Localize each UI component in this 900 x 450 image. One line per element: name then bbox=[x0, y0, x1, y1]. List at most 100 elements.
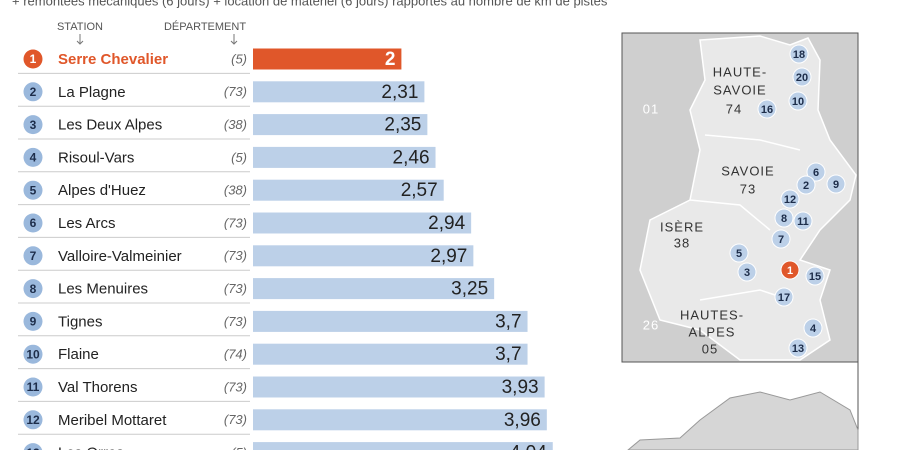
map-marker bbox=[803, 318, 823, 338]
map-marker-label: 20 bbox=[796, 72, 808, 84]
rank-badge bbox=[23, 49, 43, 69]
value-label: 2,46 bbox=[393, 147, 430, 168]
bar bbox=[253, 442, 553, 450]
map-marker-label: 15 bbox=[809, 271, 821, 283]
map-marker bbox=[788, 91, 808, 111]
map-marker bbox=[729, 243, 749, 263]
map-label: SAVOIE bbox=[721, 163, 774, 178]
bar bbox=[253, 278, 495, 300]
map-marker-label: 7 bbox=[778, 234, 784, 246]
value-label: 2,35 bbox=[384, 115, 421, 136]
map-marker-label: 4 bbox=[810, 323, 817, 335]
map: HAUTE-SAVOIE74SAVOIE73ISÈRE38HAUTES-ALPE… bbox=[621, 32, 859, 363]
department: (73) bbox=[224, 314, 247, 329]
rank: 1 bbox=[30, 52, 37, 66]
station-name: Val Thorens bbox=[58, 379, 138, 396]
department: (38) bbox=[224, 117, 247, 132]
map-marker bbox=[793, 211, 813, 231]
header-arrows bbox=[76, 34, 238, 45]
map-label: 01 bbox=[643, 101, 659, 116]
rank: 13 bbox=[26, 446, 40, 450]
department: (73) bbox=[224, 412, 247, 427]
rank: 9 bbox=[30, 315, 37, 329]
map-marker-label: 3 bbox=[744, 267, 750, 279]
bar bbox=[253, 146, 436, 168]
rank-badge bbox=[23, 82, 43, 102]
value-label: 3,96 bbox=[504, 410, 541, 431]
station-name: Les Menuires bbox=[58, 281, 148, 298]
map-marker bbox=[774, 208, 794, 228]
station-name: Les Orres bbox=[58, 445, 124, 450]
rank: 11 bbox=[27, 380, 40, 394]
station-name: La Plagne bbox=[58, 84, 126, 101]
rank: 12 bbox=[26, 413, 40, 427]
map-label: 05 bbox=[702, 341, 718, 356]
bar bbox=[253, 310, 528, 332]
map-marker bbox=[737, 262, 757, 282]
station-name: Serre Chevalier bbox=[58, 51, 168, 68]
map-marker bbox=[780, 260, 800, 280]
station-name: Les Arcs bbox=[58, 215, 116, 232]
station-name: Valloire-Valmeinier bbox=[58, 248, 182, 265]
rank: 7 bbox=[30, 249, 37, 263]
map-marker bbox=[780, 189, 800, 209]
france-outline bbox=[627, 391, 859, 450]
map-label: 38 bbox=[674, 235, 690, 250]
map-marker-label: 12 bbox=[784, 194, 796, 206]
station-name: Tignes bbox=[58, 313, 102, 330]
rank-badge bbox=[23, 180, 43, 200]
department: (73) bbox=[224, 215, 247, 230]
map-marker bbox=[826, 174, 846, 194]
station-header: STATION bbox=[57, 21, 103, 33]
map-marker bbox=[805, 266, 825, 286]
map-marker bbox=[796, 175, 816, 195]
map-label: 26 bbox=[643, 317, 659, 332]
department: (73) bbox=[224, 248, 247, 263]
station-name: Risoul-Vars bbox=[58, 149, 134, 166]
bar bbox=[253, 245, 474, 267]
map-marker-label: 9 bbox=[833, 179, 839, 191]
department: (5) bbox=[231, 445, 247, 450]
bar bbox=[253, 81, 425, 103]
map-marker-label: 10 bbox=[792, 96, 804, 108]
value-label: 2 bbox=[385, 49, 396, 70]
rank-badge bbox=[23, 311, 43, 331]
map-label: ISÈRE bbox=[660, 219, 704, 234]
bar bbox=[253, 343, 528, 365]
map-marker-label: 11 bbox=[797, 216, 809, 228]
department: (73) bbox=[224, 281, 247, 296]
map-label: ALPES bbox=[689, 324, 736, 339]
map-marker bbox=[789, 44, 809, 64]
department: (5) bbox=[231, 51, 247, 66]
rank-badge bbox=[23, 410, 43, 430]
map-label: HAUTES- bbox=[680, 307, 744, 322]
map-marker-label: 18 bbox=[793, 49, 805, 61]
station-name: Les Deux Alpes bbox=[58, 117, 162, 134]
value-label: 3,93 bbox=[502, 377, 539, 398]
map-label: 74 bbox=[726, 101, 742, 116]
rank-badge bbox=[23, 443, 43, 450]
map-label: SAVOIE bbox=[713, 82, 766, 97]
map-marker-label: 16 bbox=[761, 104, 773, 116]
rank: 4 bbox=[30, 151, 37, 165]
map-marker bbox=[757, 99, 777, 119]
department: (73) bbox=[224, 379, 247, 394]
rank-badge bbox=[23, 279, 43, 299]
station-name: Alpes d'Huez bbox=[58, 182, 146, 199]
bar bbox=[253, 376, 545, 398]
rank-badge bbox=[23, 115, 43, 135]
map-marker-label: 17 bbox=[778, 292, 790, 304]
bar bbox=[253, 212, 472, 234]
value-label: 2,94 bbox=[428, 213, 465, 234]
value-label: 4,04 bbox=[510, 443, 547, 450]
value-label: 2,31 bbox=[381, 82, 418, 103]
map-marker-label: 1 bbox=[787, 265, 793, 277]
rank-badge bbox=[23, 246, 43, 266]
bar bbox=[253, 48, 402, 70]
rank-badge bbox=[23, 213, 43, 233]
department: (73) bbox=[224, 84, 247, 99]
bar bbox=[253, 409, 547, 431]
map-marker bbox=[788, 338, 808, 358]
station-name: Meribel Mottaret bbox=[58, 412, 167, 429]
